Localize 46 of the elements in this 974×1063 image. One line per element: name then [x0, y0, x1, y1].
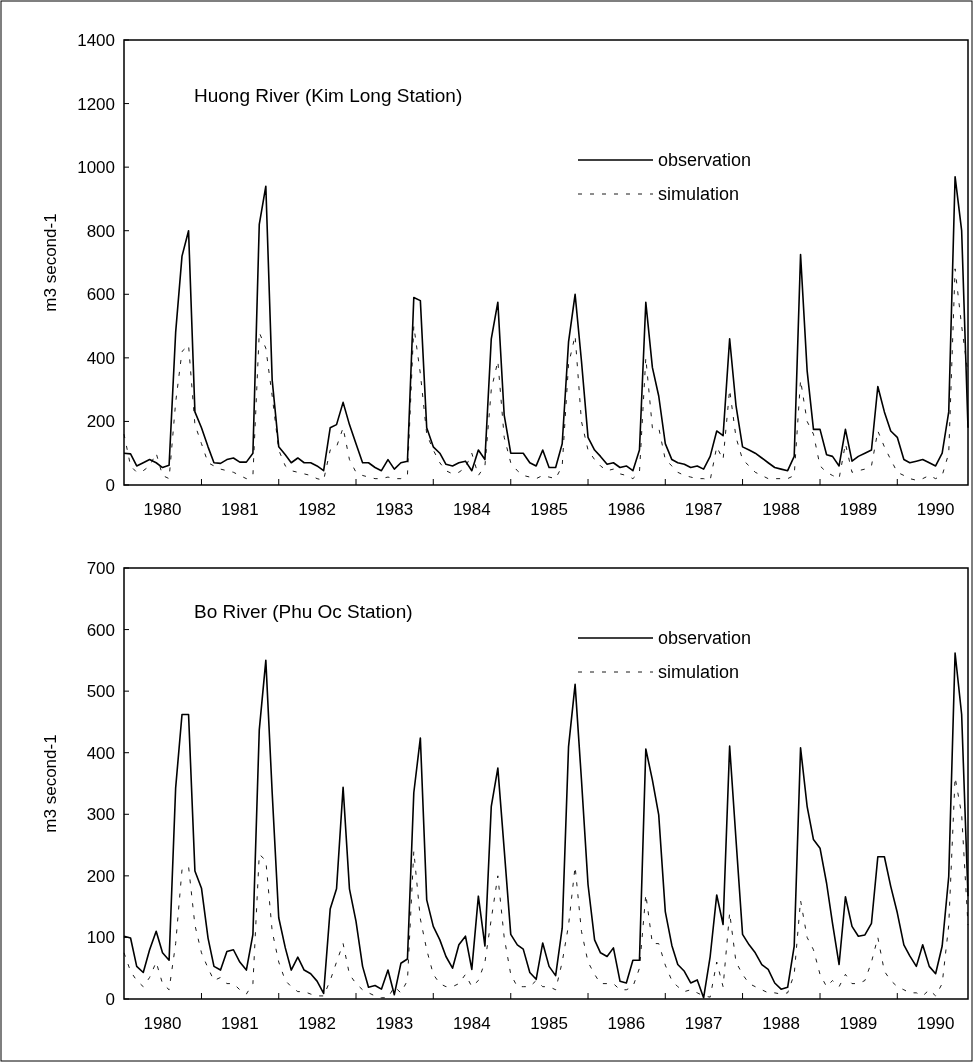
y-tick-label: 600	[86, 285, 115, 305]
y-tick-label: 300	[86, 805, 115, 825]
x-tick-label: 1986	[607, 500, 646, 519]
x-tick-label: 1984	[452, 500, 491, 519]
x-tick-label: 1983	[375, 500, 414, 519]
x-tick-label: 1988	[762, 1014, 800, 1033]
x-tick-label: 1984	[452, 1014, 491, 1033]
x-tick-label: 1981	[220, 500, 259, 519]
legend-label: observation	[658, 628, 752, 649]
x-tick-label: 1985	[530, 1014, 568, 1033]
legend-label: simulation	[658, 184, 740, 205]
y-tick-label: 800	[86, 221, 115, 241]
x-tick-label: 1990	[916, 1014, 955, 1033]
y-axis-title: m3 second-1	[41, 734, 60, 833]
y-tick-label: 0	[105, 989, 115, 1009]
y-tick-label: 200	[86, 866, 115, 886]
legend-label: simulation	[658, 662, 740, 683]
x-tick-label: 1981	[220, 1014, 259, 1033]
x-tick-label: 1989	[839, 500, 878, 519]
text: Bo River (Phu Oc Station)	[194, 601, 413, 622]
y-tick-label: 400	[86, 743, 115, 763]
x-tick-label: 1982	[298, 1014, 336, 1033]
x-tick-label: 1980	[143, 500, 182, 519]
x-tick-label: 1989	[839, 1014, 878, 1033]
y-tick-label: 1400	[77, 30, 115, 50]
y-tick-label: 500	[86, 682, 115, 702]
y-tick-label: 100	[86, 928, 115, 948]
y-tick-label: 200	[86, 412, 115, 432]
x-tick-label: 1985	[530, 500, 568, 519]
y-tick-label: 1000	[77, 158, 115, 178]
x-tick-label: 1983	[375, 1014, 414, 1033]
text: Huong River (Kim Long Station)	[194, 85, 463, 106]
y-tick-label: 600	[86, 620, 115, 640]
x-tick-label: 1988	[762, 500, 800, 519]
x-tick-label: 1987	[684, 1014, 723, 1033]
x-tick-label: 1990	[916, 500, 955, 519]
y-tick-label: 1200	[77, 94, 115, 114]
y-axis-title: m3 second-1	[41, 213, 60, 312]
y-tick-label: 0	[105, 475, 115, 495]
x-tick-label: 1986	[607, 1014, 646, 1033]
y-tick-label: 700	[86, 558, 115, 578]
x-tick-label: 1982	[298, 500, 336, 519]
x-tick-label: 1980	[143, 1014, 182, 1033]
legend-label: observation	[658, 150, 752, 171]
y-tick-label: 400	[86, 348, 115, 368]
x-tick-label: 1987	[684, 500, 723, 519]
